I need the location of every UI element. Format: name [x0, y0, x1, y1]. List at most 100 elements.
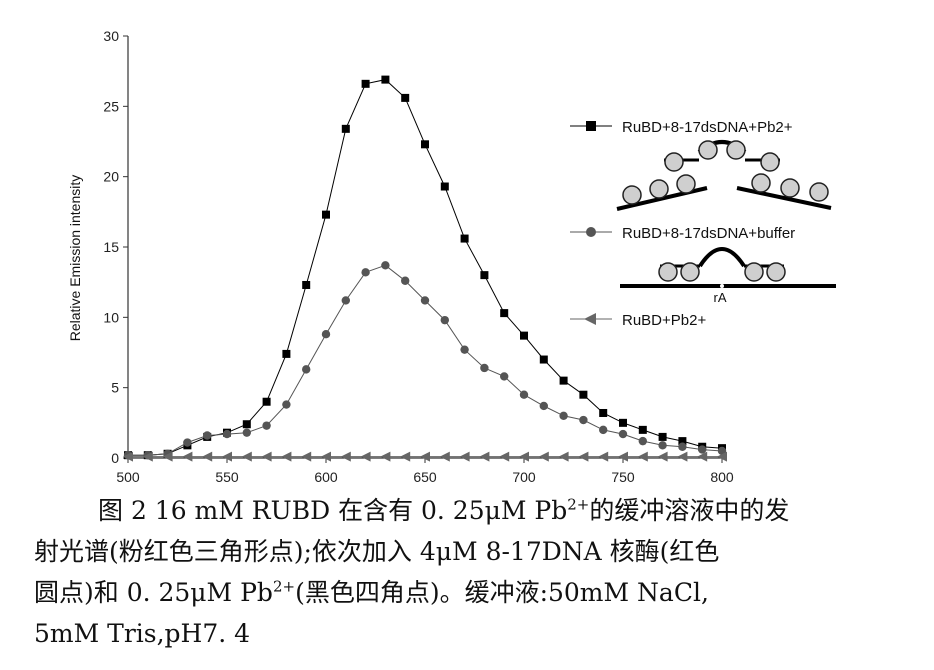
data-point-triangle	[618, 451, 628, 462]
data-point-circle	[559, 411, 568, 420]
data-point-triangle	[360, 451, 371, 462]
data-point-triangle	[598, 451, 609, 462]
data-point-circle	[460, 345, 469, 354]
emission-chart: 0 5 10 15 20 25 30 500 550 600 650 700 750 800 Relati…	[67, 28, 836, 485]
caption-line-2: 射光谱(粉红色三角形点);依次加入 4μM 8-17DNA 核酶(红色	[34, 537, 720, 566]
data-point-square	[559, 376, 568, 385]
legend-marker-circle	[586, 227, 596, 237]
legend-entry-2: RuBD+8-17dsDNA+buffer	[570, 225, 795, 242]
data-point-circle	[203, 431, 212, 440]
data-point-triangle	[182, 451, 193, 462]
data-point-triangle	[519, 451, 529, 462]
y-tick-label: 15	[103, 239, 119, 255]
data-point-triangle	[301, 451, 312, 462]
x-tick-label: 600	[314, 469, 338, 485]
data-point-square	[500, 309, 509, 318]
data-point-triangle	[657, 451, 668, 462]
data-point-triangle	[222, 451, 232, 462]
data-point-triangle	[281, 451, 292, 462]
data-point-square	[302, 280, 311, 289]
data-point-circle	[539, 401, 548, 411]
data-point-square	[242, 420, 251, 429]
intact-dna-schematic: rA	[620, 247, 836, 305]
data-point-circle	[381, 261, 390, 270]
data-point-square	[341, 124, 350, 133]
x-tick-label: 800	[710, 469, 734, 485]
data-point-triangle	[241, 451, 252, 462]
caption-line-1: 图 2 16 mM RUBD 在含有 0. 25μM Pb2+的缓冲溶液中的发	[98, 495, 790, 525]
data-point-circle	[618, 429, 628, 439]
data-point-triangle	[558, 451, 569, 462]
data-point-square	[381, 75, 390, 84]
data-point-square	[658, 432, 667, 441]
data-point-square	[361, 79, 370, 88]
data-point-circle	[658, 441, 667, 450]
legend-label-1: RuBD+8-17dsDNA+Pb2+	[622, 119, 793, 136]
x-tick-label: 700	[512, 469, 536, 485]
data-point-triangle	[459, 451, 470, 462]
series-2	[123, 261, 727, 460]
data-point-square	[678, 437, 687, 446]
ra-site-label: rA	[714, 290, 727, 305]
y-tick-label: 30	[103, 28, 119, 44]
data-point-circle	[500, 372, 509, 381]
x-tick-label: 750	[611, 469, 635, 485]
y-tick-label: 5	[111, 380, 119, 396]
caption-line-4: 5mM Tris,pH7. 4	[34, 619, 251, 648]
legend-entry-1: RuBD+8-17dsDNA+Pb2+	[570, 119, 793, 136]
data-point-triangle	[261, 451, 272, 462]
legend-marker-square	[586, 121, 596, 131]
data-point-triangle	[202, 451, 213, 462]
data-point-circle	[440, 315, 449, 325]
data-point-circle	[698, 445, 707, 454]
data-point-square	[520, 331, 528, 340]
legend-marker-triangle	[584, 313, 596, 325]
data-point-square	[401, 93, 410, 102]
caption-line-3: 圆点)和 0. 25μM Pb2+(黑色四角点)。缓冲液:50mM NaCl,	[34, 577, 709, 607]
data-point-circle	[302, 365, 311, 374]
legend-label-2: RuBD+8-17dsDNA+buffer	[622, 225, 795, 242]
axes: 0 5 10 15 20 25 30 500 550 600 650 700 750 800	[103, 28, 733, 485]
x-tick-label: 650	[413, 469, 437, 485]
data-point-triangle	[538, 451, 549, 462]
data-point-triangle	[499, 451, 510, 462]
data-point-circle	[480, 363, 489, 373]
data-point-circle	[262, 421, 271, 430]
data-point-circle	[222, 429, 232, 439]
y-tick-label: 25	[103, 98, 119, 114]
data-point-triangle	[340, 451, 351, 462]
data-point-triangle	[637, 451, 648, 462]
data-point-circle	[678, 442, 687, 451]
data-point-circle	[242, 428, 251, 437]
data-point-square	[460, 234, 469, 243]
data-point-circle	[401, 276, 410, 285]
y-tick-label: 0	[111, 450, 119, 466]
data-point-triangle	[123, 451, 133, 462]
legend-entry-3: RuBD+Pb2+	[570, 312, 706, 329]
series-3	[123, 451, 727, 462]
data-point-circle	[341, 296, 350, 305]
data-point-square	[480, 271, 489, 280]
data-point-triangle	[321, 451, 331, 462]
data-point-square	[539, 355, 548, 364]
data-point-triangle	[162, 451, 173, 462]
data-point-circle	[519, 390, 529, 399]
data-point-circle	[638, 436, 647, 446]
cleaved-dna-schematic	[616, 140, 832, 211]
data-point-triangle	[697, 451, 708, 462]
data-point-square	[579, 390, 588, 399]
legend: RuBD+8-17dsDNA+Pb2+ RuBD+8-17dsDNA+buffe…	[570, 119, 795, 329]
data-point-circle	[183, 438, 192, 447]
data-point-circle	[282, 400, 291, 409]
data-point-circle	[361, 268, 370, 277]
figure-caption: 图 2 16 mM RUBD 在含有 0. 25μM Pb2+的缓冲溶液中的发 …	[34, 490, 914, 654]
data-point-triangle	[578, 451, 589, 462]
data-point-square	[421, 140, 429, 149]
data-point-triangle	[380, 451, 391, 462]
y-tick-label: 10	[103, 309, 119, 325]
data-point-circle	[579, 415, 588, 425]
data-point-triangle	[717, 451, 727, 462]
legend-label-3: RuBD+Pb2+	[622, 312, 706, 329]
data-point-square	[262, 397, 271, 406]
data-point-triangle	[479, 451, 490, 462]
